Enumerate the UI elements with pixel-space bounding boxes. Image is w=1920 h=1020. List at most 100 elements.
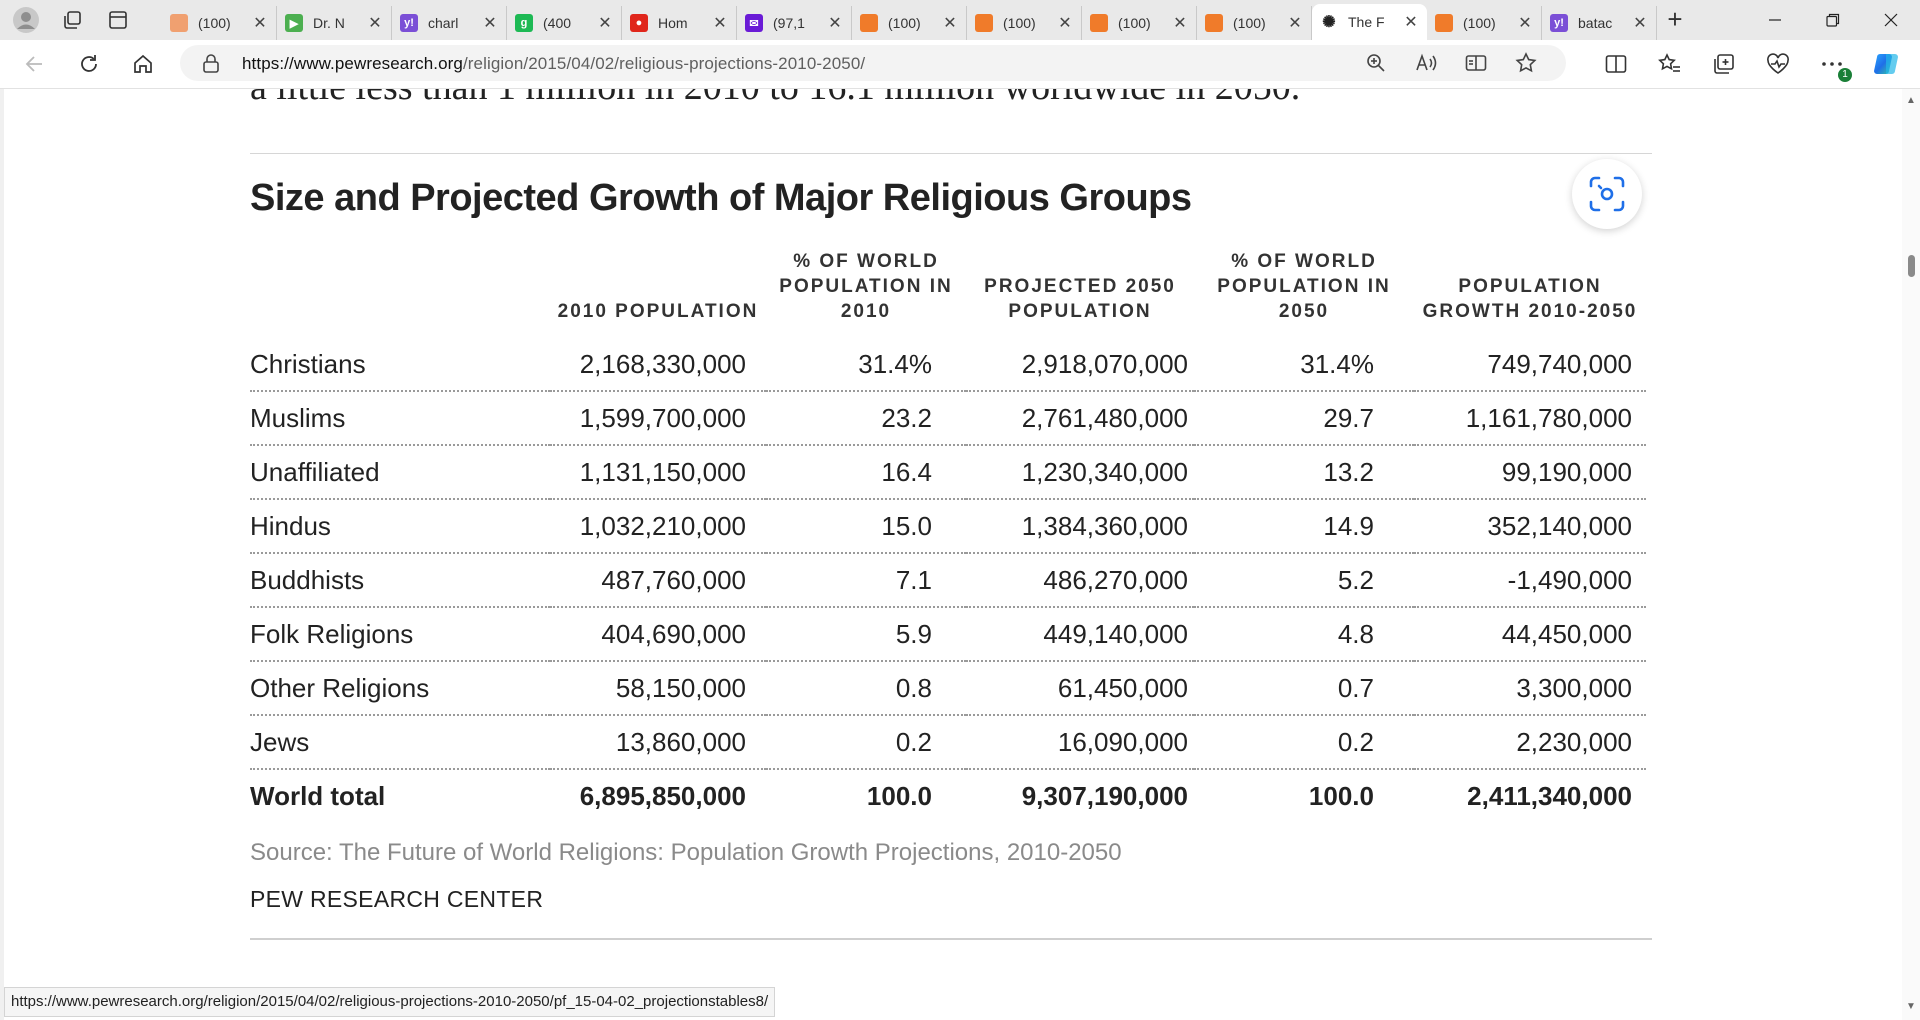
- table-cell: 1,161,780,000: [1414, 391, 1646, 446]
- close-icon[interactable]: ✕: [1058, 15, 1072, 32]
- close-icon[interactable]: ✕: [1173, 15, 1187, 32]
- browser-tab[interactable]: (100) ✕: [162, 6, 277, 40]
- immersive-reader-icon[interactable]: [1464, 51, 1488, 75]
- home-button[interactable]: [126, 48, 160, 80]
- figure-title: Size and Projected Growth of Major Relig…: [250, 177, 1192, 219]
- table-row: Unaffiliated 1,131,150,000 16.4 1,230,34…: [250, 445, 1646, 500]
- close-icon[interactable]: ✕: [828, 15, 842, 32]
- restore-button[interactable]: [1804, 0, 1862, 40]
- figure-divider-top: [250, 153, 1652, 154]
- lock-icon[interactable]: [202, 53, 220, 78]
- tab-actions-icon[interactable]: [102, 5, 134, 35]
- scroll-down-arrow-icon[interactable]: ▼: [1906, 1001, 1916, 1012]
- new-tab-button[interactable]: +: [1667, 4, 1683, 34]
- close-icon[interactable]: ✕: [943, 15, 957, 32]
- browser-tab[interactable]: ✉ (97,1 ✕: [737, 6, 852, 40]
- scroll-up-arrow-icon[interactable]: ▲: [1906, 95, 1916, 106]
- read-aloud-icon[interactable]: [1414, 51, 1438, 75]
- table-cell: 0.7: [1194, 661, 1414, 716]
- column-header: [250, 249, 550, 338]
- table-cell: 6,895,850,000: [579, 780, 746, 811]
- close-icon[interactable]: ✕: [1518, 15, 1532, 32]
- back-button[interactable]: [18, 48, 52, 80]
- tab-label: (400: [543, 15, 572, 31]
- browser-tab[interactable]: ▶ Dr. N ✕: [277, 6, 392, 40]
- url-path: /religion/2015/04/02/religious-projectio…: [462, 54, 866, 73]
- zoom-icon[interactable]: [1364, 51, 1388, 75]
- table-cell: 31.4%: [766, 338, 966, 392]
- browser-tab-active[interactable]: ✺ The F ✕: [1312, 4, 1427, 40]
- close-icon[interactable]: ✕: [483, 15, 497, 32]
- refresh-button[interactable]: [72, 48, 106, 80]
- close-icon[interactable]: ✕: [713, 15, 727, 32]
- table-row: Folk Religions 404,690,000 5.9 449,140,0…: [250, 607, 1646, 662]
- religion-name: Muslims: [250, 391, 550, 446]
- copilot-icon[interactable]: [1870, 48, 1902, 80]
- favorite-star-icon[interactable]: [1514, 51, 1538, 75]
- table-cell: 2,230,000: [1414, 715, 1646, 770]
- table-total-row: World total 6,895,850,000 100.0 9,307,19…: [250, 769, 1646, 822]
- tab-label: batac: [1578, 15, 1613, 31]
- tab-label: (100): [1463, 15, 1496, 31]
- tab-label: (100): [1003, 15, 1036, 31]
- table-cell: 9,307,190,000: [1021, 780, 1188, 811]
- table-cell: 486,270,000: [966, 553, 1194, 608]
- close-icon[interactable]: ✕: [1404, 14, 1418, 31]
- close-icon[interactable]: ✕: [598, 15, 612, 32]
- browser-essentials-icon[interactable]: [1762, 48, 1794, 80]
- tab-label: (100): [198, 15, 231, 31]
- navigation-bar: https://www.pewresearch.org/religion/201…: [0, 40, 1920, 89]
- table-row: Buddhists 487,760,000 7.1 486,270,000 5.…: [250, 553, 1646, 608]
- table-cell: 61,450,000: [966, 661, 1194, 716]
- more-options-icon[interactable]: 1: [1816, 48, 1852, 82]
- table-cell: 15.0: [766, 499, 966, 554]
- url-text[interactable]: https://www.pewresearch.org/religion/201…: [242, 54, 865, 74]
- address-bar[interactable]: https://www.pewresearch.org/religion/201…: [180, 45, 1566, 81]
- profile-icon[interactable]: [10, 5, 42, 35]
- visual-search-button[interactable]: [1572, 159, 1642, 229]
- browser-tab[interactable]: (100) ✕: [1197, 6, 1312, 40]
- workspaces-icon[interactable]: [56, 5, 88, 35]
- table-cell: 99,190,000: [1414, 445, 1646, 500]
- close-icon[interactable]: ✕: [368, 15, 382, 32]
- tab-favicon-icon: [975, 14, 993, 32]
- table-cell: 487,760,000: [550, 553, 766, 608]
- tab-favicon-icon: y!: [1550, 14, 1568, 32]
- browser-tab[interactable]: (100) ✕: [1427, 6, 1542, 40]
- browser-tab[interactable]: y! charl ✕: [392, 6, 507, 40]
- tab-label: (100): [888, 15, 921, 31]
- tab-label: (100): [1118, 15, 1151, 31]
- status-link-preview: https://www.pewresearch.org/religion/201…: [4, 987, 776, 1017]
- browser-tab[interactable]: g (400 ✕: [507, 6, 622, 40]
- browser-tab[interactable]: (100) ✕: [1082, 6, 1197, 40]
- close-icon[interactable]: ✕: [1288, 15, 1302, 32]
- favorites-icon[interactable]: [1654, 48, 1686, 80]
- tab-favicon-icon: [1090, 14, 1108, 32]
- table-cell: 1,032,210,000: [550, 499, 766, 554]
- table-cell: 352,140,000: [1414, 499, 1646, 554]
- table-header-row: 2010 POPULATION % OF WORLD POPULATION IN…: [250, 249, 1646, 338]
- browser-tab[interactable]: (100) ✕: [967, 6, 1082, 40]
- collections-icon[interactable]: [1708, 48, 1740, 80]
- religion-name: Jews: [250, 715, 550, 770]
- close-icon[interactable]: ✕: [253, 15, 267, 32]
- tab-favicon-icon: ▶: [285, 14, 303, 32]
- table-cell: 100.0: [866, 780, 932, 811]
- article-text-cut: a little less than 1 million in 2010 to …: [250, 89, 1300, 109]
- table-cell: 5.2: [1194, 553, 1414, 608]
- table-row: Jews 13,860,000 0.2 16,090,000 0.2 2,230…: [250, 715, 1646, 770]
- page-scrollbar[interactable]: ▲ ▼: [1902, 89, 1920, 1020]
- browser-tab[interactable]: ● Hom ✕: [622, 6, 737, 40]
- split-screen-icon[interactable]: [1600, 48, 1632, 80]
- table-cell: 1,384,360,000: [966, 499, 1194, 554]
- table-cell: 1,599,700,000: [550, 391, 766, 446]
- minimize-button[interactable]: [1746, 0, 1804, 40]
- tab-label: Dr. N: [313, 15, 345, 31]
- close-icon[interactable]: ✕: [1633, 15, 1647, 32]
- browser-tab[interactable]: (100) ✕: [852, 6, 967, 40]
- table-cell: 29.7: [1194, 391, 1414, 446]
- browser-tab[interactable]: y! batac ✕: [1542, 6, 1657, 40]
- table-cell: 44,450,000: [1414, 607, 1646, 662]
- scrollbar-thumb[interactable]: [1908, 255, 1915, 277]
- close-window-button[interactable]: [1862, 0, 1920, 40]
